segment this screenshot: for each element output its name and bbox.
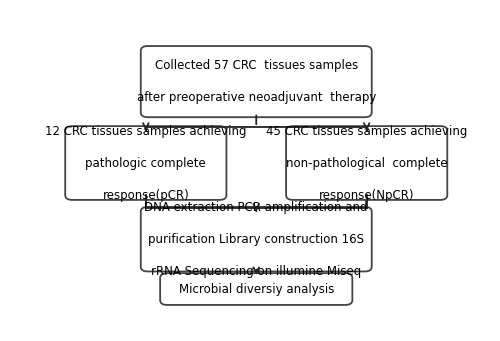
Text: Collected 57 CRC  tissues samples

after preoperative neoadjuvant  therapy: Collected 57 CRC tissues samples after p… [136, 59, 376, 104]
FancyBboxPatch shape [141, 46, 372, 117]
FancyBboxPatch shape [141, 207, 372, 271]
Text: DNA extraction PCR amplification and

purification Library construction 16S

rRN: DNA extraction PCR amplification and pur… [144, 201, 368, 278]
Text: Microbial diversiy analysis: Microbial diversiy analysis [178, 283, 334, 296]
FancyBboxPatch shape [160, 273, 352, 305]
Text: 12 CRC tissues samples achieving

pathologic complete

response(pCR): 12 CRC tissues samples achieving patholo… [45, 124, 246, 202]
Text: 45 CRC tissues samples achieving

non-pathological  complete

response(NpCR): 45 CRC tissues samples achieving non-pat… [266, 124, 468, 202]
FancyBboxPatch shape [65, 126, 226, 200]
FancyBboxPatch shape [286, 126, 448, 200]
